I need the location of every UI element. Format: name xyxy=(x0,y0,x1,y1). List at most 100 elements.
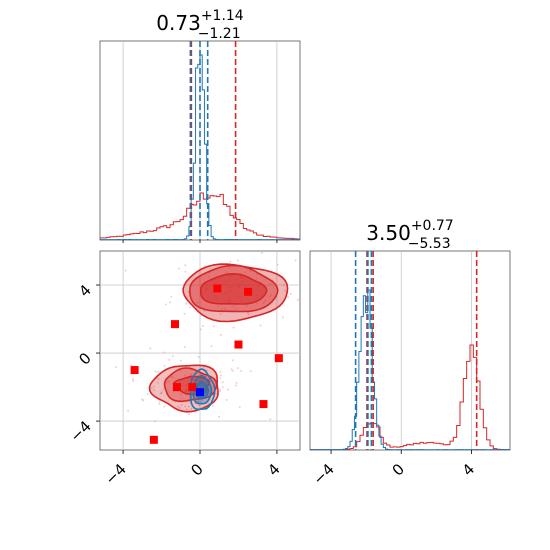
joint-y-tick-labels: −4 0 4 xyxy=(66,281,100,446)
scatter-dot-red xyxy=(226,388,229,391)
scatter-dot-red xyxy=(212,325,215,328)
x-tick-label: 0 xyxy=(389,460,408,479)
scatter-dot-red xyxy=(221,381,224,384)
scatter-dot-red xyxy=(153,385,156,388)
marginal-param1-title: 3.50+0.77 −5.53 xyxy=(366,218,453,252)
marker-red-square xyxy=(171,320,179,329)
scatter-dot-red xyxy=(284,289,287,292)
marginal-param0-quantile-lines xyxy=(189,41,237,240)
scatter-dot-red xyxy=(171,355,174,358)
scatter-dot-red xyxy=(221,386,224,389)
marker-red-square xyxy=(259,400,268,409)
scatter-dot-red xyxy=(230,368,233,371)
scatter-dot-red xyxy=(124,269,127,272)
scatter-dot-red xyxy=(170,295,173,298)
scatter-dot-red xyxy=(163,364,166,367)
scatter-dot-red xyxy=(169,301,172,304)
scatter-dot-red xyxy=(187,291,190,294)
param1-plus: +0.77 xyxy=(411,218,454,234)
scatter-dot-red xyxy=(153,389,156,392)
scatter-dot-red xyxy=(276,263,279,266)
y-tick-label: 0 xyxy=(75,349,94,368)
marker-red-square xyxy=(234,340,243,349)
x-tick-label: −4 xyxy=(102,460,130,488)
marginal-param0-title: 0.73+1.14 −1.21 xyxy=(156,8,244,42)
param0-minus: −1.21 xyxy=(198,26,241,42)
scatter-dot-red xyxy=(218,390,221,393)
scatter-dot-blue xyxy=(190,408,193,410)
scatter-dot-red xyxy=(187,405,190,408)
scatter-dot-red xyxy=(141,398,144,401)
scatter-dot-red xyxy=(255,273,258,276)
scatter-dot-red xyxy=(231,369,234,372)
scatter-dot-red xyxy=(127,409,130,412)
scatter-dot-red xyxy=(188,413,191,416)
scatter-dot-red xyxy=(236,367,239,370)
x-tick-label: 0 xyxy=(187,460,206,479)
scatter-dot-red xyxy=(198,404,201,407)
scatter-dot-red xyxy=(199,328,202,331)
marker-blue-square xyxy=(196,388,204,397)
scatter-dot-red xyxy=(219,374,222,377)
scatter-dot-red xyxy=(180,403,183,406)
scatter-dot-red xyxy=(183,345,186,348)
x-tick-label: 4 xyxy=(459,460,478,479)
scatter-dot-red xyxy=(269,282,272,285)
joint-density xyxy=(115,251,299,445)
scatter-dot-red xyxy=(181,397,184,400)
scatter-dot-red xyxy=(156,370,159,373)
contour-red-upper-inner xyxy=(199,272,268,305)
scatter-dot-red xyxy=(203,309,206,312)
scatter-dot-red xyxy=(165,381,168,384)
scatter-dot-red xyxy=(201,399,204,402)
scatter-dot-red xyxy=(170,375,173,378)
marker-red-square xyxy=(188,383,197,392)
marginal-param1-histograms xyxy=(310,289,510,450)
scatter-dot-red xyxy=(235,381,238,384)
scatter-dot-red xyxy=(168,358,171,361)
scatter-dot-red xyxy=(160,391,163,394)
scatter-dot-blue xyxy=(185,408,188,411)
marginal-param1-panel: −4 0 4 3.50+0.77 −5.53 xyxy=(310,218,511,488)
scatter-dot-blue xyxy=(218,415,221,418)
scatter-dot-red xyxy=(220,308,223,311)
scatter-dot-red xyxy=(259,251,262,252)
scatter-dot-red xyxy=(202,325,205,328)
scatter-dot-red xyxy=(255,277,258,280)
scatter-dot-blue xyxy=(200,400,203,403)
marginal-param0-panel: 0.73+1.14 −1.21 xyxy=(99,8,301,243)
scatter-dot-blue xyxy=(197,401,200,403)
scatter-dot-red xyxy=(260,251,263,254)
scatter-dot-red xyxy=(132,379,135,382)
histogram-param1-blue xyxy=(310,289,510,450)
marginal-param1-quantile-lines xyxy=(354,251,478,450)
scatter-dot-red xyxy=(158,402,161,405)
joint-panel: −4 0 4 −4 0 4 xyxy=(66,250,301,488)
scatter-dot-red xyxy=(219,333,222,336)
histogram-param1-red xyxy=(310,344,510,450)
marker-red-square xyxy=(149,435,158,444)
scatter-dot-red xyxy=(207,276,210,279)
scatter-dot-red xyxy=(146,393,149,396)
marker-red-square xyxy=(213,284,222,293)
scatter-dot-red xyxy=(270,293,273,296)
scatter-dot-red xyxy=(164,303,167,306)
scatter-dot-red xyxy=(217,305,220,308)
y-tick-label: −4 xyxy=(66,417,94,445)
joint-x-tick-labels: −4 0 4 xyxy=(102,450,284,488)
scatter-dot-red xyxy=(162,351,165,354)
scatter-dot-red xyxy=(225,398,228,401)
scatter-dot-red xyxy=(184,405,187,408)
marginal-param1-gridlines xyxy=(330,251,472,450)
joint-gridlines xyxy=(100,251,300,450)
scatter-dot-red xyxy=(184,374,187,377)
scatter-dot-red xyxy=(188,306,191,309)
scatter-dot-red xyxy=(176,390,179,393)
scatter-dot-red xyxy=(154,420,157,423)
scatter-dot-red xyxy=(149,347,152,350)
scatter-dot-red xyxy=(179,359,182,362)
scatter-dot-red xyxy=(239,369,242,372)
scatter-dot-red xyxy=(246,311,249,314)
scatter-dot-red xyxy=(177,267,180,270)
